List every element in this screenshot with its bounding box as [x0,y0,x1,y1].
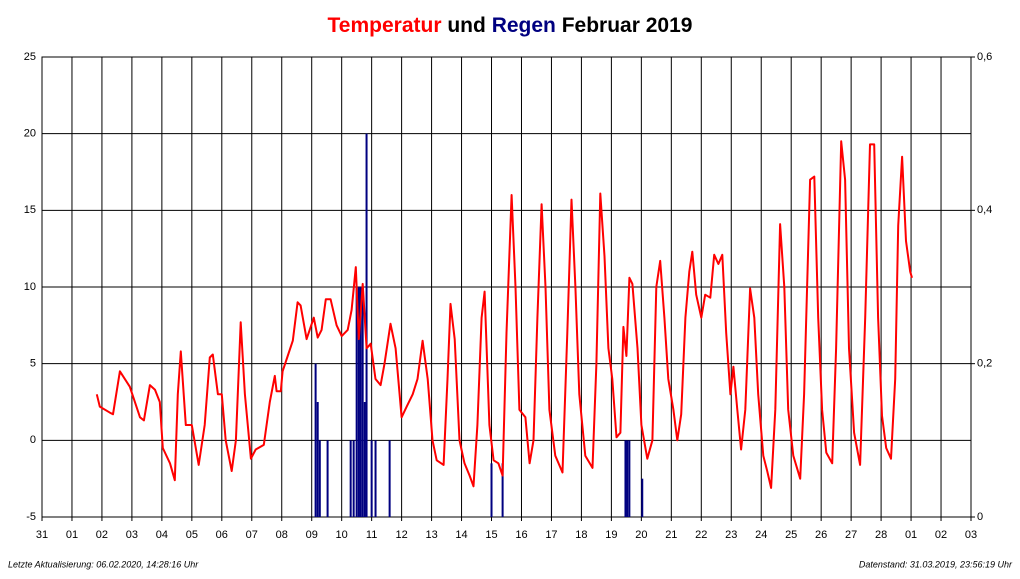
rain-bar [349,440,352,517]
y-tick-label: 10 [24,281,36,293]
y2-tick-label: 0 [977,511,983,523]
rain-bar [357,287,360,517]
temperature-line [95,140,913,489]
y-tick-label: 25 [24,51,36,63]
x-tick-label: 23 [725,529,737,541]
x-tick-label: 01 [905,529,917,541]
rain-bar [628,440,631,517]
rain-bar [352,440,355,517]
x-tick-label: 03 [126,529,138,541]
plot-frame [41,56,972,518]
y2-tick-label: 0,6 [977,51,992,63]
x-tick-label: 07 [246,529,258,541]
y-tick-label: 15 [24,204,36,216]
x-tick-label: 16 [515,529,527,541]
x-tick-label: 18 [575,529,587,541]
title-part: Februar 2019 [562,14,693,37]
rain-bar [359,287,362,517]
title-part: Temperatur [328,14,442,37]
x-tick-label: 14 [455,529,467,541]
x-tick-label: 04 [156,529,168,541]
rain-bar [314,363,317,517]
y-tick-label: 0 [30,434,36,446]
rain-bar [355,287,358,517]
rain-bar [361,287,364,517]
x-tick-label: 02 [96,529,108,541]
x-tick-label: 19 [605,529,617,541]
x-tick-label: 24 [755,529,767,541]
x-tick-label: 25 [785,529,797,541]
x-tick-label: 08 [276,529,288,541]
y-tick-label: -5 [26,511,36,523]
title-part: Regen [492,14,556,37]
rain-bar [363,402,366,517]
x-tick-label: 13 [425,529,437,541]
x-tick-label: 15 [485,529,497,541]
rain-bar [641,478,644,517]
rain-bar [626,440,629,517]
rain-bar [501,463,504,517]
x-tick-label: 21 [665,529,677,541]
x-tick-label: 05 [186,529,198,541]
x-tick-label: 10 [336,529,348,541]
rain-bar [365,133,368,517]
rain-bar [318,440,321,517]
footer-left: Letzte Aktualisierung: 06.02.2020, 14:28… [8,559,199,569]
x-tick-label: 28 [875,529,887,541]
x-tick-label: 01 [66,529,78,541]
y-tick-label: 20 [24,128,36,140]
y2-tick-label: 0,4 [977,204,992,216]
x-tick-label: 20 [635,529,647,541]
x-tick-label: 17 [545,529,557,541]
rain-bar [624,440,627,517]
x-tick-label: 06 [216,529,228,541]
footer-right: Datenstand: 31.03.2019, 23:56:19 Uhr [859,559,1013,569]
rain-bar [316,402,319,517]
x-tick-label: 31 [36,529,48,541]
x-tick-label: 09 [306,529,318,541]
x-tick-label: 26 [815,529,827,541]
x-tick-label: 12 [395,529,407,541]
x-tick-label: 03 [965,529,977,541]
rain-bar [490,463,493,517]
title-part: und [447,14,485,37]
y2-tick-label: 0,2 [977,358,992,370]
rain-bar [326,440,329,517]
x-tick-label: 27 [845,529,857,541]
y-tick-label: 5 [30,358,36,370]
x-tick-label: 02 [935,529,947,541]
chart-title: Temperatur und Regen Februar 2019 [328,14,693,37]
rain-bar [370,440,373,517]
rain-bar [388,440,391,517]
rain-bar [374,440,377,517]
x-tick-label: 11 [366,529,377,541]
x-tick-label: 22 [695,529,707,541]
